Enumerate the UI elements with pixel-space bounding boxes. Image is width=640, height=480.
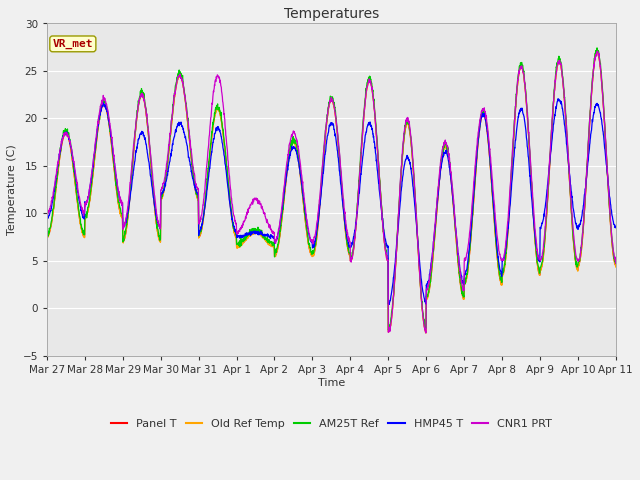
CNR1 PRT: [594, 48, 602, 54]
HMP45 T: [554, 96, 562, 102]
HMP45 T: [612, 225, 620, 230]
HMP45 T: [385, 301, 393, 307]
Old Ref Temp: [422, 330, 430, 336]
Old Ref Temp: [497, 279, 505, 285]
Old Ref Temp: [43, 234, 51, 240]
AM25T Ref: [612, 261, 620, 266]
CNR1 PRT: [360, 108, 368, 114]
CNR1 PRT: [612, 260, 620, 266]
Panel T: [612, 263, 620, 268]
AM25T Ref: [385, 327, 393, 333]
HMP45 T: [43, 216, 51, 221]
AM25T Ref: [578, 242, 586, 248]
CNR1 PRT: [43, 210, 51, 216]
Text: VR_met: VR_met: [52, 39, 93, 49]
Panel T: [348, 256, 356, 262]
Panel T: [360, 110, 368, 116]
HMP45 T: [578, 214, 586, 219]
Title: Temperatures: Temperatures: [284, 7, 379, 21]
AM25T Ref: [202, 194, 209, 200]
Line: Panel T: Panel T: [47, 52, 616, 332]
Line: AM25T Ref: AM25T Ref: [47, 48, 616, 330]
Old Ref Temp: [593, 48, 600, 53]
AM25T Ref: [43, 229, 51, 235]
CNR1 PRT: [562, 114, 570, 120]
Panel T: [497, 280, 505, 286]
X-axis label: Time: Time: [317, 378, 345, 388]
Panel T: [385, 329, 392, 335]
Old Ref Temp: [360, 111, 368, 117]
HMP45 T: [202, 200, 209, 205]
Panel T: [43, 234, 51, 240]
Panel T: [562, 115, 570, 120]
Line: Old Ref Temp: Old Ref Temp: [47, 50, 616, 333]
AM25T Ref: [497, 274, 505, 280]
CNR1 PRT: [578, 242, 586, 248]
CNR1 PRT: [202, 177, 209, 182]
Old Ref Temp: [578, 247, 586, 253]
Panel T: [578, 246, 586, 252]
Line: CNR1 PRT: CNR1 PRT: [47, 51, 616, 333]
Old Ref Temp: [202, 197, 209, 203]
Old Ref Temp: [348, 256, 356, 262]
Panel T: [202, 197, 209, 203]
Old Ref Temp: [612, 264, 620, 270]
CNR1 PRT: [348, 255, 356, 261]
HMP45 T: [497, 269, 505, 275]
HMP45 T: [348, 243, 356, 249]
Line: HMP45 T: HMP45 T: [47, 99, 616, 304]
Y-axis label: Temperature (C): Temperature (C): [7, 144, 17, 235]
Old Ref Temp: [562, 115, 570, 120]
AM25T Ref: [562, 111, 570, 117]
CNR1 PRT: [422, 330, 429, 336]
Panel T: [593, 49, 601, 55]
HMP45 T: [360, 141, 368, 147]
CNR1 PRT: [497, 255, 505, 261]
AM25T Ref: [348, 253, 356, 259]
AM25T Ref: [360, 108, 368, 114]
HMP45 T: [562, 134, 570, 140]
AM25T Ref: [593, 45, 601, 51]
Legend: Panel T, Old Ref Temp, AM25T Ref, HMP45 T, CNR1 PRT: Panel T, Old Ref Temp, AM25T Ref, HMP45 …: [106, 415, 556, 433]
